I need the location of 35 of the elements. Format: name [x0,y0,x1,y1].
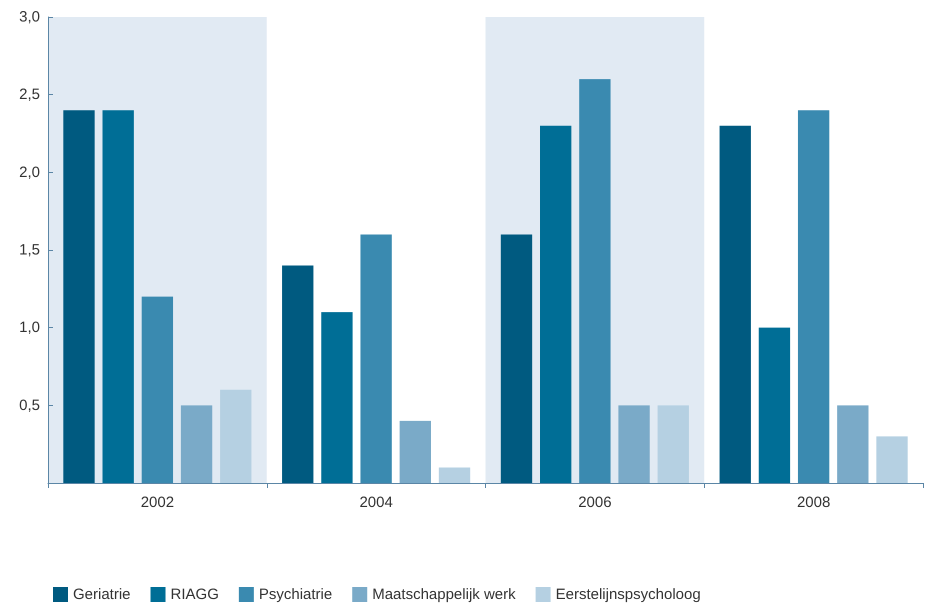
bar [758,328,790,483]
bar [142,296,174,483]
y-tick-label: 1,5 [19,242,40,258]
y-tick-label: 3,0 [19,8,40,26]
bar [876,436,908,483]
legend-label: Eerstelijnspsycholoog [556,586,701,603]
bar [400,420,431,483]
x-tick-label: 2006 [578,494,612,511]
x-tick-label: 2008 [796,494,830,511]
bar [321,312,353,483]
bar [102,110,134,483]
bar [720,126,751,483]
legend-label: Psychiatrie [258,586,332,603]
bar [282,266,314,483]
bar [658,405,689,483]
legend-label: Geriatrie [73,586,131,603]
bar [180,405,212,483]
bar [438,467,470,483]
bar [360,234,392,483]
y-tick-label: 2,5 [19,86,40,104]
bar [579,79,611,483]
bar [837,405,868,483]
bar [798,110,830,483]
y-tick-label: 1,0 [19,319,40,336]
legend-label: Maatschappelijk werk [372,586,516,603]
bar [63,110,95,483]
bar [540,126,572,483]
bar [500,234,532,483]
bar [618,405,650,483]
x-tick-label: 2004 [359,494,393,511]
y-tick-label: 0,5 [19,396,40,414]
x-tick-label: 2002 [140,494,174,511]
bar [220,390,252,483]
y-tick-label: 2,0 [19,164,40,181]
legend-label: RIAGG [170,586,219,603]
